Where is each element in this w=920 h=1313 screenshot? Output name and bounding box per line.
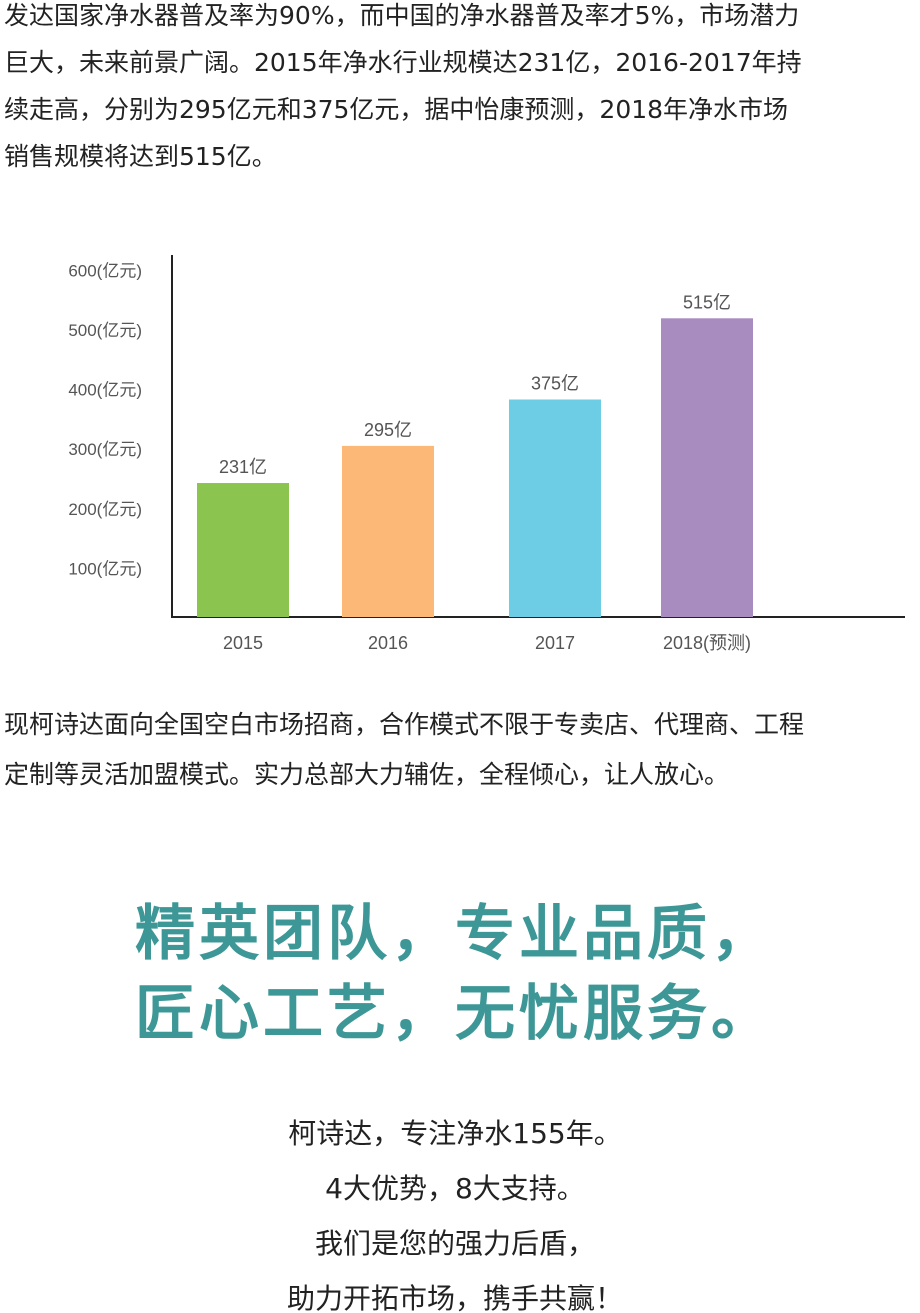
closing-line: 我们是您的强力后盾， (314, 1227, 595, 1260)
closing-line: 柯诗达，专注净水155年。 (288, 1117, 622, 1150)
intro-line: 巨大，未来前景广阔。2015年净水行业规模达231亿，2016-2017年持 (4, 48, 802, 77)
recruit-line: 定制等灵活加盟模式。实力总部大力辅佐，全程倾心，让人放心。 (4, 760, 730, 789)
bar-2016 (342, 445, 434, 617)
bar-2017 (509, 399, 601, 617)
recruit-line: 现柯诗达面向全国空白市场招商，合作模式不限于专卖店、代理商、工程 (4, 710, 805, 739)
data-label: 295亿 (364, 420, 412, 440)
bar-2015 (197, 483, 289, 617)
bar-2018(预测) (661, 318, 753, 617)
y-tick-label: 400(亿元) (68, 381, 142, 400)
y-tick-label: 300(亿元) (68, 440, 142, 459)
y-tick-label: 500(亿元) (68, 321, 142, 340)
headline-line: 匠心工艺，无忧服务。 (135, 979, 775, 1049)
y-tick-label: 600(亿元) (68, 261, 142, 280)
closing-line: 4大优势，8大支持。 (325, 1172, 585, 1205)
market-size-bar-chart: 100(亿元) 200(亿元) 300(亿元) 400(亿元) 500(亿元) 600(亿… (68, 255, 905, 653)
intro-line: 销售规模将达到515亿。 (4, 142, 277, 171)
data-label: 515亿 (683, 292, 731, 312)
x-tick-label: 2017 (535, 633, 575, 653)
intro-paragraph: 发达国家净水器普及率为90%，而中国的净水器普及率才5%，市场潜力 巨大，未来前… (4, 0, 802, 180)
x-tick-label: 2015 (223, 633, 263, 653)
y-tick-label: 100(亿元) (68, 559, 142, 578)
recruit-paragraph: 现柯诗达面向全国空白市场招商，合作模式不限于专卖店、代理商、工程 定制等灵活加盟… (4, 700, 804, 800)
closing-line: 助力开拓市场，携手共赢！ (286, 1282, 623, 1313)
data-label: 231亿 (219, 457, 267, 477)
headline-line: 精英团队，专业品质， (135, 899, 775, 969)
y-tick-label: 200(亿元) (68, 500, 142, 519)
x-tick-label: 2018(预测) (663, 633, 751, 653)
x-tick-label: 2016 (368, 633, 408, 653)
intro-line: 发达国家净水器普及率为90%，而中国的净水器普及率才5%，市场潜力 (4, 1, 800, 30)
intro-line: 续走高，分别为295亿元和375亿元，据中怡康预测，2018年净水市场 (4, 95, 789, 124)
data-label: 375亿 (531, 374, 579, 394)
